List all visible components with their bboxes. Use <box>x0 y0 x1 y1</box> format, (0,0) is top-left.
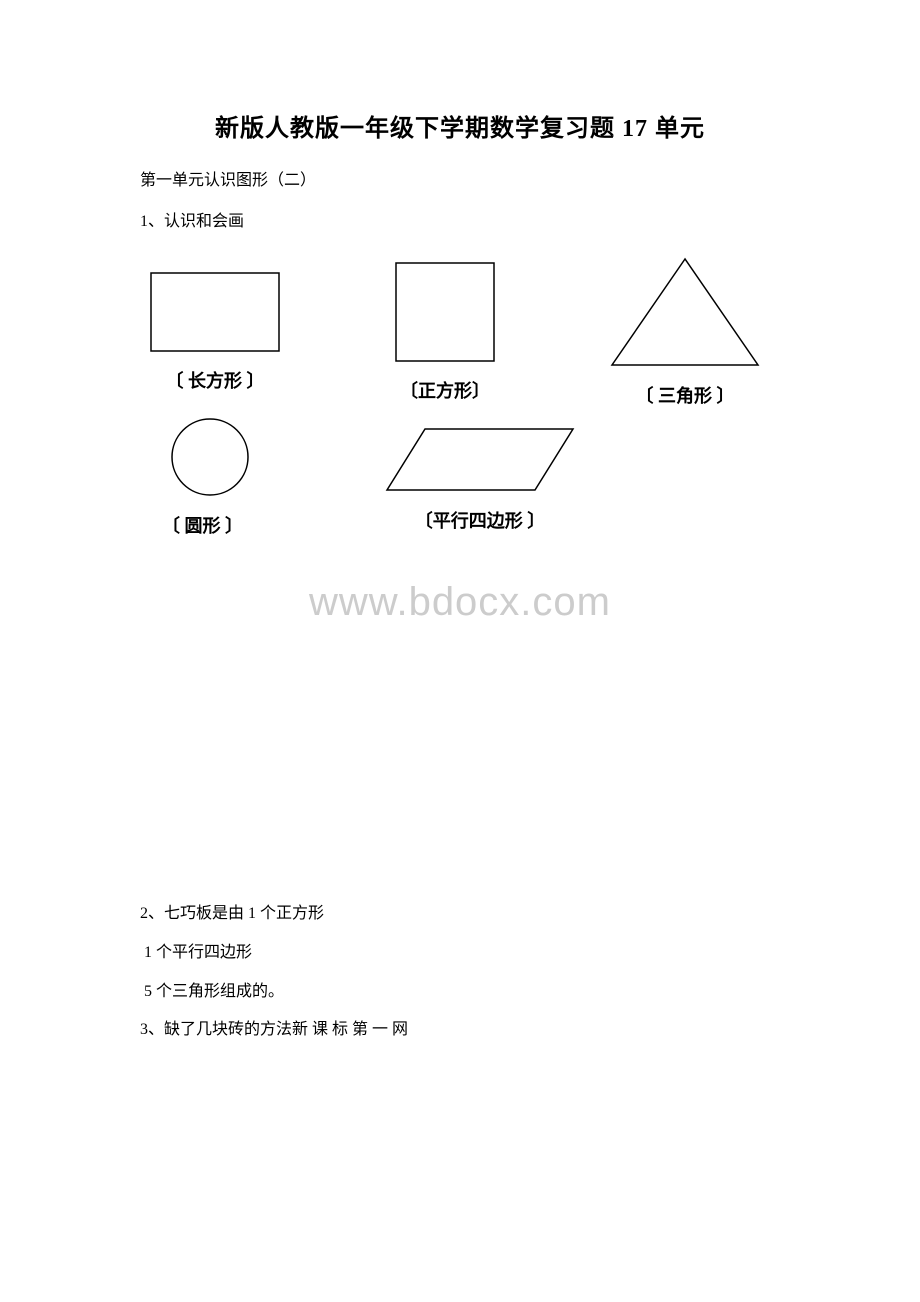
item-3: 3、缺了几块砖的方法新 课 标 第 一 网 <box>140 1016 408 1045</box>
circle-group: 〔 圆形 〕 <box>170 417 250 538</box>
square-icon <box>395 262 495 362</box>
square-label: 〔正方形〕 <box>395 377 495 403</box>
page-title: 新版人教版一年级下学期数学复习题 17 单元 <box>140 108 780 143</box>
circle-label: 〔 圆形 〕 <box>155 512 250 538</box>
bottom-section: 2、七巧板是由 1 个正方形 1 个平行四边形 5 个三角形组成的。 3、缺了几… <box>140 900 408 1055</box>
triangle-group: 〔 三角形 〕 <box>610 257 760 408</box>
item-2-line3: 5 个三角形组成的。 <box>144 978 408 1007</box>
rectangle-icon <box>150 272 280 352</box>
item-1: 1、认识和会画 <box>140 208 780 237</box>
parallelogram-icon <box>385 427 575 492</box>
shapes-diagram: 〔 长方形 〕 〔正方形〕 〔 三角形 〕 〔 圆形 〕 〔平行四边形 <box>140 272 780 612</box>
item-2-line2: 1 个平行四边形 <box>144 939 408 968</box>
triangle-label: 〔 三角形 〕 <box>610 382 760 408</box>
circle-icon <box>170 417 250 497</box>
rectangle-label: 〔 长方形 〕 <box>150 367 280 393</box>
square-group: 〔正方形〕 <box>395 262 495 403</box>
parallelogram-group: 〔平行四边形 〕 <box>385 427 575 533</box>
item-2: 2、七巧板是由 1 个正方形 <box>140 900 408 929</box>
rectangle-group: 〔 长方形 〕 <box>150 272 280 393</box>
parallelogram-label: 〔平行四边形 〕 <box>385 507 575 533</box>
subtitle-text: 第一单元认识图形（二） <box>140 167 780 196</box>
watermark-text: www.bdocx.com <box>0 580 920 625</box>
triangle-icon <box>610 257 760 367</box>
